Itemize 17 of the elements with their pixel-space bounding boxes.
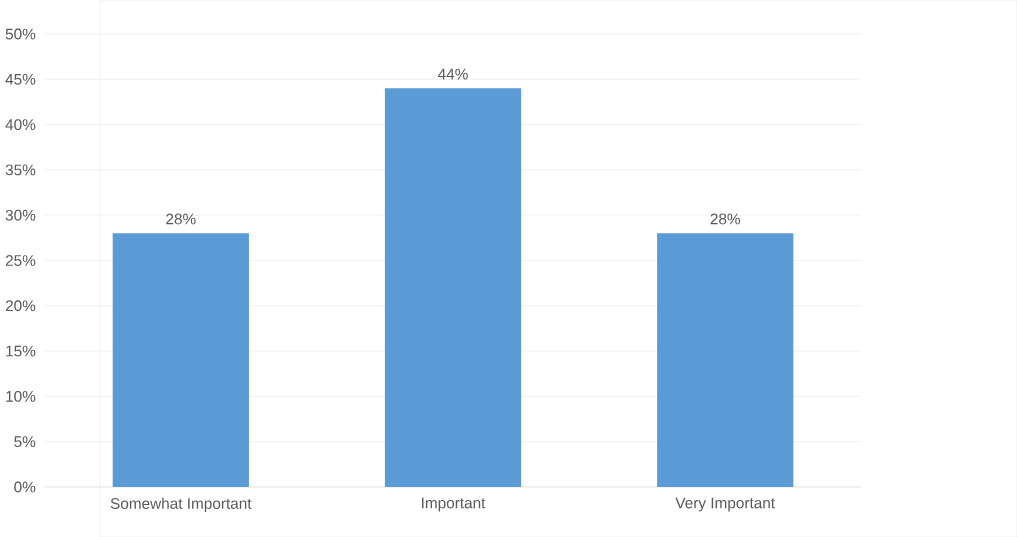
y-tick-label: 35% bbox=[5, 164, 36, 176]
x-tick-label: Very Important bbox=[675, 497, 775, 512]
y-tick-label: 45% bbox=[5, 73, 36, 85]
y-tick-label: 50% bbox=[5, 28, 36, 40]
y-tick-label: 10% bbox=[6, 390, 36, 402]
x-tick-label: Somewhat Important bbox=[110, 497, 252, 512]
y-tick-label: 20% bbox=[5, 300, 36, 312]
y-tick-label: 30% bbox=[5, 209, 36, 221]
y-tick-label: 25% bbox=[5, 254, 36, 266]
x-tick-label: Important bbox=[422, 497, 486, 512]
y-tick-label: 40% bbox=[5, 119, 36, 130]
data-label: 28% bbox=[710, 213, 741, 225]
y-tick-label: 0% bbox=[14, 481, 36, 493]
y-tick-label: 15% bbox=[6, 345, 36, 357]
y-tick-label: 5% bbox=[14, 436, 36, 447]
data-label: 44% bbox=[438, 68, 468, 80]
data-label: 28% bbox=[166, 213, 196, 225]
